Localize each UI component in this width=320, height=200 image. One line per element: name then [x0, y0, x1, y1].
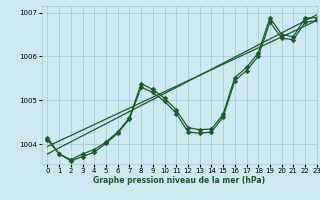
X-axis label: Graphe pression niveau de la mer (hPa): Graphe pression niveau de la mer (hPa)	[93, 176, 265, 185]
